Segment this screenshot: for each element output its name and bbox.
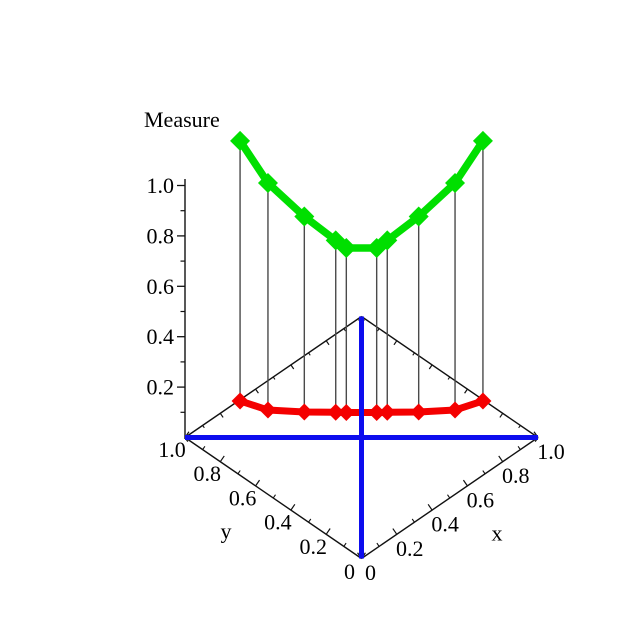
upper-curve-marker <box>472 130 493 151</box>
x-tick-label: 1.0 <box>537 439 565 464</box>
base-minor-tick <box>482 470 486 475</box>
y-axis-label: y <box>221 519 232 544</box>
lower-curve-marker <box>295 403 313 421</box>
base-minor-tick <box>447 376 451 380</box>
lower-curve-marker <box>337 404 355 422</box>
upper-curve-line <box>236 137 487 252</box>
base-tick <box>255 479 261 487</box>
base-tick <box>290 364 295 370</box>
base-minor-tick <box>518 425 521 429</box>
z-tick-label: 1.0 <box>147 173 175 198</box>
upper-curve-marker <box>257 172 278 193</box>
lower-curve-marker <box>378 403 396 421</box>
base-tick <box>219 455 225 463</box>
base-tick <box>428 364 433 370</box>
lower-curve-marker <box>410 403 428 421</box>
lower-curve-marker <box>368 404 386 422</box>
base-minor-tick <box>237 470 241 475</box>
base-tick <box>393 340 398 346</box>
y-tick-label: 0.6 <box>229 485 257 510</box>
y-tick-label: 0.4 <box>264 510 292 535</box>
base-minor-tick <box>376 542 380 547</box>
upper-curve-marker <box>445 172 466 193</box>
y-tick-label: 1.0 <box>158 437 186 462</box>
x-axis-label: x <box>492 521 503 546</box>
base-minor-tick <box>272 494 276 499</box>
x-tick-label: 0.4 <box>431 512 459 537</box>
base-minor-tick <box>411 518 415 523</box>
base-tick <box>290 503 296 511</box>
z-tick-label: 0.4 <box>147 324 175 349</box>
x-tick-label: 0.6 <box>467 487 495 512</box>
base-tick <box>498 455 504 463</box>
base-tick <box>255 388 259 394</box>
z-tick-label: 0.6 <box>147 274 175 299</box>
upper-curve-marker <box>408 206 429 227</box>
base-minor-tick <box>377 328 380 332</box>
base-minor-tick <box>308 352 311 356</box>
y-tick-label: 0 <box>344 559 355 584</box>
base-minor-tick <box>202 425 205 429</box>
base-minor-tick <box>343 328 346 332</box>
base-minor-tick <box>308 518 312 523</box>
lower-curve-marker <box>474 392 492 410</box>
base-tick <box>427 503 433 511</box>
upper-curve-marker <box>336 237 357 258</box>
base-tick <box>392 528 398 535</box>
x-tick-label: 0.8 <box>502 463 530 488</box>
z-tick-label: 0.2 <box>147 375 175 400</box>
base-tick <box>462 479 468 487</box>
lower-curve-marker <box>446 401 464 419</box>
z-axis-title: Measure <box>144 107 220 132</box>
base-tick <box>464 388 468 394</box>
upper-curve-marker <box>294 206 315 227</box>
lower-curve-marker <box>327 403 345 421</box>
base-minor-tick <box>447 494 451 499</box>
base-tick <box>325 340 330 346</box>
y-tick-label: 0.8 <box>194 461 222 486</box>
upper-curve-marker <box>377 230 398 251</box>
x-tick-label: 0 <box>365 560 376 585</box>
base-minor-tick <box>272 376 276 380</box>
base-minor-tick <box>517 445 521 450</box>
x-tick-label: 0.2 <box>396 536 424 561</box>
z-tick-label: 0.8 <box>147 223 175 248</box>
lower-curve-marker <box>259 401 277 419</box>
base-minor-tick <box>412 352 415 356</box>
base-tick <box>325 528 331 535</box>
base-tick <box>219 412 224 418</box>
base-minor-tick <box>343 542 347 547</box>
base-minor-tick <box>202 445 206 450</box>
lower-curve-marker <box>231 392 249 410</box>
base-tick <box>499 412 504 418</box>
y-tick-label: 0.2 <box>299 534 327 559</box>
upper-curve-marker <box>230 130 251 151</box>
